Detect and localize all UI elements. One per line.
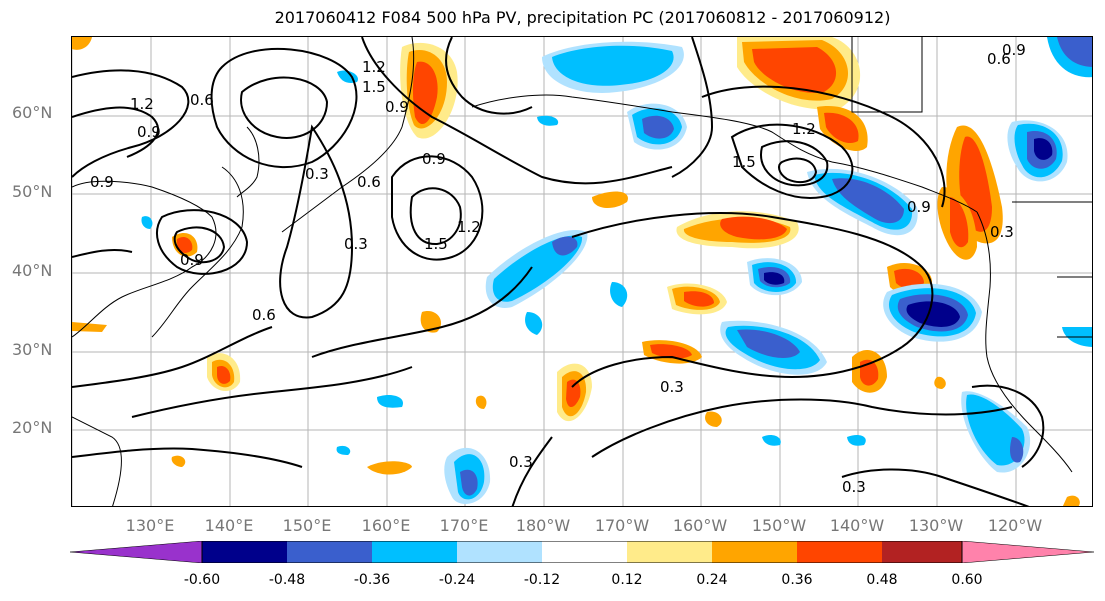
pv-contours xyxy=(72,37,1045,506)
contour-label: 0.3 xyxy=(509,453,533,471)
map-plot-area: 0.6 1.2 0.9 1.2 1.5 0.9 0.3 0.6 0.9 0.3 … xyxy=(71,36,1093,507)
contour-label: 0.6 xyxy=(252,306,276,324)
lat-label: 60°N xyxy=(12,103,53,122)
colorbar-segment xyxy=(70,541,203,563)
lon-label: 170°E xyxy=(439,516,489,535)
colorbar-tick-label: -0.48 xyxy=(268,572,306,588)
lon-label: 130°E xyxy=(125,516,175,535)
colorbar-tick-label: 0.36 xyxy=(781,572,813,588)
contour-label: 1.2 xyxy=(457,218,481,236)
colorbar-segment xyxy=(287,541,372,563)
contour-label: 0.9 xyxy=(422,150,446,168)
colorbar-segment xyxy=(627,541,712,563)
contour-label: 0.6 xyxy=(190,91,214,109)
lon-label: 150°W xyxy=(751,516,807,535)
contour-label: 1.2 xyxy=(130,95,154,113)
colorbar xyxy=(70,541,1094,563)
colorbar-tick-label: 0.12 xyxy=(611,572,643,588)
lon-label: 180°W xyxy=(515,516,571,535)
contour-label: 0.3 xyxy=(990,223,1014,241)
contour-label: 0.9 xyxy=(1002,41,1026,59)
colorbar-segment xyxy=(457,541,542,563)
lon-label: 160°E xyxy=(361,516,411,535)
lon-label: 120°W xyxy=(987,516,1043,535)
contour-label: 0.9 xyxy=(137,123,161,141)
colorbar-segment xyxy=(372,541,457,563)
map-title: 2017060412 F084 500 hPa PV, precipitatio… xyxy=(274,8,891,27)
colorbar-tick-label: -0.24 xyxy=(438,572,476,588)
contour-label: 0.3 xyxy=(842,478,866,496)
contour-label: 1.5 xyxy=(424,235,448,253)
colorbar-segment xyxy=(712,541,797,563)
contour-label: 0.9 xyxy=(90,173,114,191)
colorbar-segment xyxy=(797,541,882,563)
contour-label: 1.2 xyxy=(792,120,816,138)
contour-labels: 0.6 1.2 0.9 1.2 1.5 0.9 0.3 0.6 0.9 0.3 … xyxy=(90,41,1026,496)
lon-label: 170°W xyxy=(594,516,650,535)
lat-label: 50°N xyxy=(12,182,53,201)
contour-label: 0.6 xyxy=(357,173,381,191)
colorbar-tick-label: 0.48 xyxy=(866,572,898,588)
lat-label: 30°N xyxy=(12,340,53,359)
lon-label: 130°W xyxy=(908,516,964,535)
colorbar-segment xyxy=(961,541,1094,563)
contour-label: 0.3 xyxy=(305,165,329,183)
colorbar-segment xyxy=(202,541,287,563)
colorbar-segment xyxy=(542,541,627,563)
contour-label: 0.6 xyxy=(987,50,1011,68)
contour-label: 0.9 xyxy=(180,251,204,269)
lon-label: 140°E xyxy=(204,516,254,535)
contour-label: 1.5 xyxy=(732,153,756,171)
contour-label: 1.2 xyxy=(362,58,386,76)
lon-label: 140°W xyxy=(829,516,885,535)
colorbar-tick-label: -0.36 xyxy=(353,572,391,588)
colorbar-outline xyxy=(201,541,963,563)
graticule xyxy=(72,37,1092,506)
lat-label: 40°N xyxy=(12,261,53,280)
map-canvas: 0.6 1.2 0.9 1.2 1.5 0.9 0.3 0.6 0.9 0.3 … xyxy=(72,37,1092,506)
colorbar-tick-label: 0.60 xyxy=(951,572,983,588)
contour-label: 0.9 xyxy=(385,98,409,116)
contour-label: 0.3 xyxy=(344,235,368,253)
contour-label: 1.5 xyxy=(362,78,386,96)
lat-label: 20°N xyxy=(12,418,53,437)
contour-label: 0.9 xyxy=(907,198,931,216)
precip-shading xyxy=(72,37,1092,506)
colorbar-tick-label: -0.60 xyxy=(183,572,221,588)
lon-label: 160°W xyxy=(672,516,728,535)
contour-label: 0.3 xyxy=(660,378,684,396)
coastlines xyxy=(72,37,1092,506)
lon-label: 150°E xyxy=(282,516,332,535)
colorbar-segment xyxy=(882,541,962,563)
colorbar-tick-label: 0.24 xyxy=(696,572,728,588)
colorbar-tick-label: -0.12 xyxy=(523,572,561,588)
